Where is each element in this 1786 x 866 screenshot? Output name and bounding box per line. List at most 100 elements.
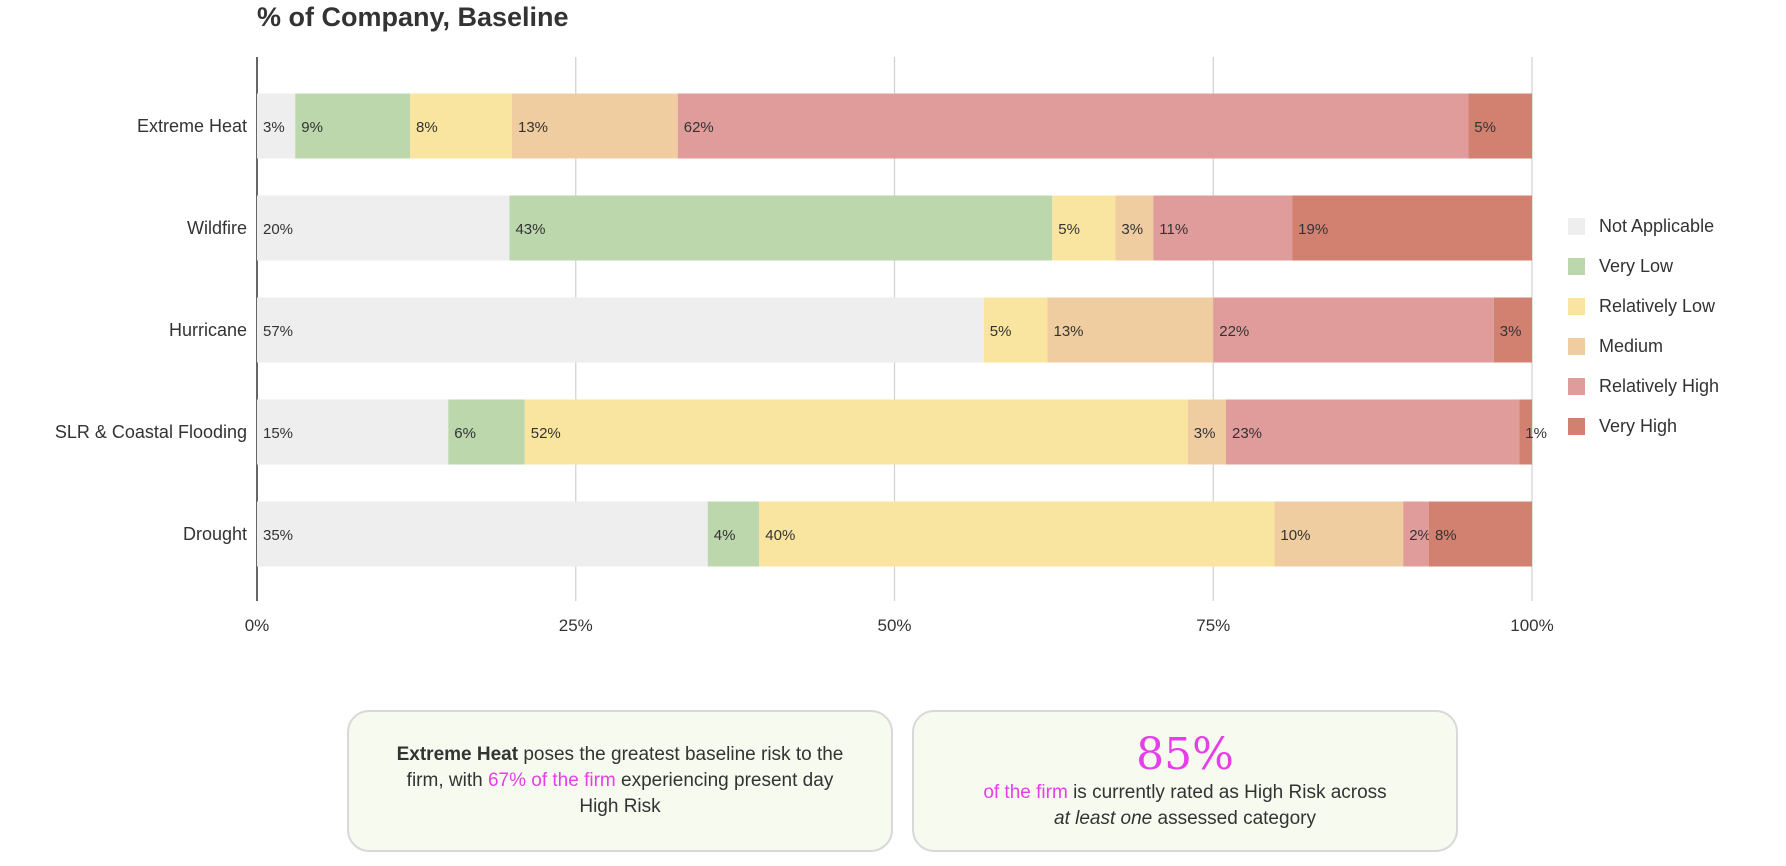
bar-segment xyxy=(1428,501,1532,567)
data-label: 52% xyxy=(531,425,561,442)
x-tick-label: 0% xyxy=(245,616,270,635)
legend-label: Relatively High xyxy=(1599,375,1720,396)
legend-item: Not Applicable xyxy=(1568,206,1719,246)
callout-high-risk: 85% of the firm is currently rated as Hi… xyxy=(912,710,1458,852)
bar-segment xyxy=(524,399,1188,465)
callout-text-1: poses the greatest baseline risk to the … xyxy=(406,744,844,791)
bar-segment xyxy=(509,195,1053,261)
callout-big-number: 85% xyxy=(1136,729,1234,780)
stacked-bar-chart: 0% 25% 50% 75% 100% Extreme Heat 3% 9% 8% 13% 62% 5… xyxy=(55,57,1554,635)
callout-bold: Extreme Heat xyxy=(396,744,519,765)
data-label: 6% xyxy=(454,425,476,442)
bar-segment xyxy=(1403,501,1429,567)
data-label: 9% xyxy=(301,119,323,136)
legend-label: Not Applicable xyxy=(1599,215,1715,236)
bar-segment xyxy=(1226,399,1520,465)
data-label: 8% xyxy=(1435,527,1457,544)
category-label: Wildfire xyxy=(187,218,247,238)
legend-swatch xyxy=(1568,377,1585,395)
bar-segment xyxy=(257,195,510,261)
data-label: 10% xyxy=(1280,527,1310,544)
bar-segment xyxy=(983,297,1048,363)
data-label: 20% xyxy=(263,221,293,238)
legend-swatch xyxy=(1568,297,1585,315)
data-label: 1% xyxy=(1525,425,1547,442)
bar-segment xyxy=(1153,195,1293,261)
x-tick-label: 75% xyxy=(1196,616,1230,635)
bar-segment xyxy=(1468,93,1532,159)
data-label: 19% xyxy=(1298,221,1328,238)
bar-segment xyxy=(677,93,1469,159)
category-label: SLR & Coastal Flooding xyxy=(55,422,247,442)
bar-segment xyxy=(295,93,410,159)
callout-text-1: is currently rated as High Risk across xyxy=(1067,782,1387,803)
callout-highlight: 67% of the firm xyxy=(487,770,616,791)
bar-segment xyxy=(257,399,449,465)
data-label: 5% xyxy=(1058,221,1080,238)
legend: Not Applicable Very Low Relatively Low Medi… xyxy=(1568,206,1719,446)
bar-segment xyxy=(1274,501,1404,567)
data-label: 22% xyxy=(1219,323,1249,340)
data-label: 43% xyxy=(515,221,545,238)
x-tick-label: 50% xyxy=(877,616,911,635)
legend-label: Very High xyxy=(1599,415,1678,436)
x-tick-label: 100% xyxy=(1510,616,1553,635)
bar-segment xyxy=(1052,195,1116,261)
data-label: 23% xyxy=(1232,425,1262,442)
bar-segment xyxy=(1292,195,1532,261)
data-label: 13% xyxy=(1054,323,1084,340)
callout-highlight: of the firm xyxy=(983,782,1068,803)
data-label: 2% xyxy=(1409,527,1431,544)
data-label: 5% xyxy=(990,323,1012,340)
data-label: 57% xyxy=(263,323,293,340)
callout-text: Extreme Heat poses the greatest baseline… xyxy=(389,742,851,820)
data-label: 13% xyxy=(518,119,548,136)
data-label: 62% xyxy=(684,119,714,136)
data-label: 15% xyxy=(263,425,293,442)
legend-item: Very Low xyxy=(1568,246,1719,286)
data-label: 5% xyxy=(1474,119,1496,136)
bar-segment xyxy=(448,399,525,465)
bar-segment xyxy=(410,93,512,159)
bar-segment xyxy=(257,93,296,159)
data-label: 3% xyxy=(263,119,285,136)
category-label: Drought xyxy=(183,524,247,544)
data-label: 3% xyxy=(1121,221,1143,238)
legend-item: Very High xyxy=(1568,406,1719,446)
legend-label: Very Low xyxy=(1599,255,1674,276)
callout-text-2: experiencing present day High Risk xyxy=(579,770,834,817)
callout-italic: at least one xyxy=(1054,808,1153,829)
bar-segment xyxy=(1493,297,1532,363)
bar-segment xyxy=(707,501,760,567)
x-tick-label: 25% xyxy=(559,616,593,635)
legend-swatch xyxy=(1568,257,1585,275)
legend-label: Medium xyxy=(1599,335,1664,356)
bar-segment xyxy=(1187,399,1226,465)
bar-segment xyxy=(257,297,984,363)
bar-segment xyxy=(257,501,708,567)
legend-item: Relatively Low xyxy=(1568,286,1719,326)
bar-segment xyxy=(1115,195,1154,261)
legend-swatch xyxy=(1568,417,1585,435)
legend-swatch xyxy=(1568,217,1585,235)
legend-item: Medium xyxy=(1568,326,1719,366)
data-label: 4% xyxy=(714,527,736,544)
data-label: 40% xyxy=(765,527,795,544)
legend-label: Relatively Low xyxy=(1599,295,1716,316)
data-label: 3% xyxy=(1194,425,1216,442)
legend-item: Relatively High xyxy=(1568,366,1719,406)
callout-text-2: assessed category xyxy=(1152,808,1316,829)
bar-segment xyxy=(1213,297,1494,363)
category-label: Extreme Heat xyxy=(137,116,247,136)
callout-text: of the firm is currently rated as High R… xyxy=(983,780,1386,832)
data-label: 11% xyxy=(1159,221,1188,238)
legend-swatch xyxy=(1568,337,1585,355)
bar-segment xyxy=(1047,297,1214,363)
chart-title: % of Company, Baseline xyxy=(257,2,569,32)
data-label: 8% xyxy=(416,119,438,136)
callout-extreme-heat: Extreme Heat poses the greatest baseline… xyxy=(347,710,893,852)
data-label: 3% xyxy=(1500,323,1522,340)
bar-segment xyxy=(512,93,678,159)
bar-segment xyxy=(759,501,1275,567)
category-label: Hurricane xyxy=(169,320,247,340)
